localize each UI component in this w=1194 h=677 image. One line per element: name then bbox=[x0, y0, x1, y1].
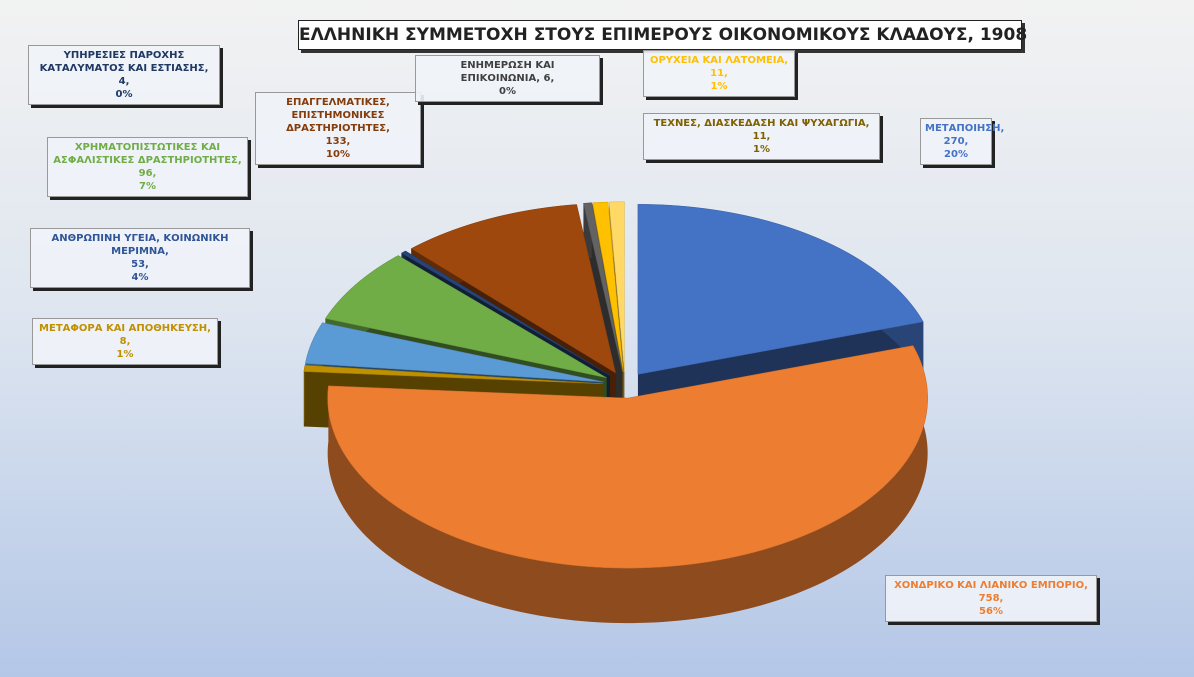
chart-title: ΕΛΛΗΝΙΚΗ ΣΥΜΜΕΤΟΧΗ ΣΤΟΥΣ ΕΠΙΜΕΡΟΥΣ ΟΙΚΟΝ… bbox=[298, 20, 1027, 50]
label-text: 96, bbox=[138, 168, 157, 179]
label-text: 8, bbox=[119, 336, 131, 347]
label-text: ΧΡΗΜΑΤΟΠΙΣΤΩΤΙΚΕΣ ΚΑΙ ΑΣΦΑΛΙΣΤΙΚΕΣ ΔΡΑΣΤ… bbox=[53, 142, 242, 166]
data-label: ΤΕΧΝΕΣ, ΔΙΑΣΚΕΔΑΣΗ ΚΑΙ ΨΥΧΑΓΩΓΙΑ, 11, 1% bbox=[643, 113, 880, 160]
data-label: ΜΕΤΑΦΟΡΑ ΚΑΙ ΑΠΟΘΗΚΕΥΣΗ, 8, 1% bbox=[32, 318, 218, 365]
data-label: ΧΟΝΔΡΙΚΟ ΚΑΙ ΛΙΑΝΙΚΟ ΕΜΠΟΡΙΟ, 758, 56% bbox=[885, 575, 1097, 622]
data-label: ΟΡΥΧΕΙΑ ΚΑΙ ΛΑΤΟΜΕΙΑ, 11, 1% bbox=[643, 50, 795, 97]
slice bbox=[327, 345, 928, 569]
label-text: 10% bbox=[326, 149, 350, 160]
slice bbox=[592, 201, 624, 372]
label-text: 758, bbox=[978, 593, 1004, 604]
slice bbox=[305, 322, 604, 383]
label-text: 133, bbox=[325, 136, 351, 147]
label-text: 7% bbox=[139, 181, 156, 192]
label-text: ΕΝΗΜΕΡΩΣΗ ΚΑΙ ΕΠΙΚΟΙΝΩΝΙΑ, bbox=[460, 60, 555, 84]
slice-side bbox=[303, 365, 305, 427]
label-text: 11, bbox=[752, 131, 771, 142]
label-text: ΧΟΝΔΡΙΚΟ ΚΑΙ ΛΙΑΝΙΚΟ ΕΜΠΟΡΙΟ, bbox=[894, 580, 1088, 591]
slice bbox=[583, 202, 623, 372]
data-label: ΧΡΗΜΑΤΟΠΙΣΤΩΤΙΚΕΣ ΚΑΙ ΑΣΦΑΛΙΣΤΙΚΕΣ ΔΡΑΣΤ… bbox=[47, 137, 248, 197]
slice-side bbox=[327, 345, 928, 624]
label-text: 56% bbox=[979, 606, 1003, 617]
label-text: 0% bbox=[499, 86, 516, 97]
slice bbox=[637, 204, 924, 375]
data-label: ΑΝΘΡΩΠΙΝΗ ΥΓΕΙΑ, ΚΟΙΝΩΝΙΚΗ ΜΕΡΙΜΝΑ, 53, … bbox=[30, 228, 250, 288]
label-text: 20% bbox=[944, 149, 968, 160]
label-text: 4% bbox=[131, 272, 149, 283]
label-text: 6, bbox=[543, 73, 555, 84]
label-text: 53, bbox=[131, 259, 149, 270]
slice bbox=[400, 250, 610, 376]
slice bbox=[410, 204, 617, 374]
slice bbox=[303, 364, 604, 385]
label-text: 0% bbox=[115, 89, 133, 100]
slice bbox=[324, 255, 607, 379]
label-text: 1% bbox=[753, 144, 770, 155]
data-label: ΕΠΑΓΓΕΛΜΑΤΙΚΕΣ, ΕΠΙΣΤΗΜΟΝΙΚΕΣ ΔΡΑΣΤΗΡΙΟΤ… bbox=[255, 92, 421, 165]
label-text: 4, bbox=[118, 76, 130, 87]
label-text: ΥΠΗΡΕΣΙΕΣ ΠΑΡΟΧΗΣ ΚΑΤΑΛΥΜΑΤΟΣ ΚΑΙ ΕΣΤΙΑΣ… bbox=[39, 50, 209, 74]
data-label: ΕΝΗΜΕΡΩΣΗ ΚΑΙ ΕΠΙΚΟΙΝΩΝΙΑ, 6, 0% bbox=[415, 55, 600, 102]
data-label: ΜΕΤΑΠΟΙΗΣΗ, 270, 20% bbox=[920, 118, 1005, 165]
label-text: ΑΝΘΡΩΠΙΝΗ ΥΓΕΙΑ, ΚΟΙΝΩΝΙΚΗ ΜΕΡΙΜΝΑ, bbox=[51, 233, 229, 257]
label-text: 1% bbox=[116, 349, 134, 360]
label-text: 1% bbox=[710, 81, 728, 92]
label-text: ΤΕΧΝΕΣ, ΔΙΑΣΚΕΔΑΣΗ ΚΑΙ ΨΥΧΑΓΩΓΙΑ, bbox=[653, 118, 870, 129]
data-label: ΥΠΗΡΕΣΙΕΣ ΠΑΡΟΧΗΣ ΚΑΤΑΛΥΜΑΤΟΣ ΚΑΙ ΕΣΤΙΑΣ… bbox=[28, 45, 220, 105]
label-text: 11, bbox=[710, 68, 728, 79]
slice bbox=[608, 201, 625, 372]
label-text: ΜΕΤΑΠΟΙΗΣΗ, bbox=[925, 123, 1005, 134]
label-text: 270, bbox=[943, 136, 969, 147]
label-text: ΜΕΤΑΦΟΡΑ ΚΑΙ ΑΠΟΘΗΚΕΥΣΗ, bbox=[39, 323, 211, 334]
label-text: ΕΠΑΓΓΕΛΜΑΤΙΚΕΣ, ΕΠΙΣΤΗΜΟΝΙΚΕΣ ΔΡΑΣΤΗΡΙΟΤ… bbox=[286, 97, 390, 134]
label-text: ΟΡΥΧΕΙΑ ΚΑΙ ΛΑΤΟΜΕΙΑ, bbox=[649, 55, 789, 66]
